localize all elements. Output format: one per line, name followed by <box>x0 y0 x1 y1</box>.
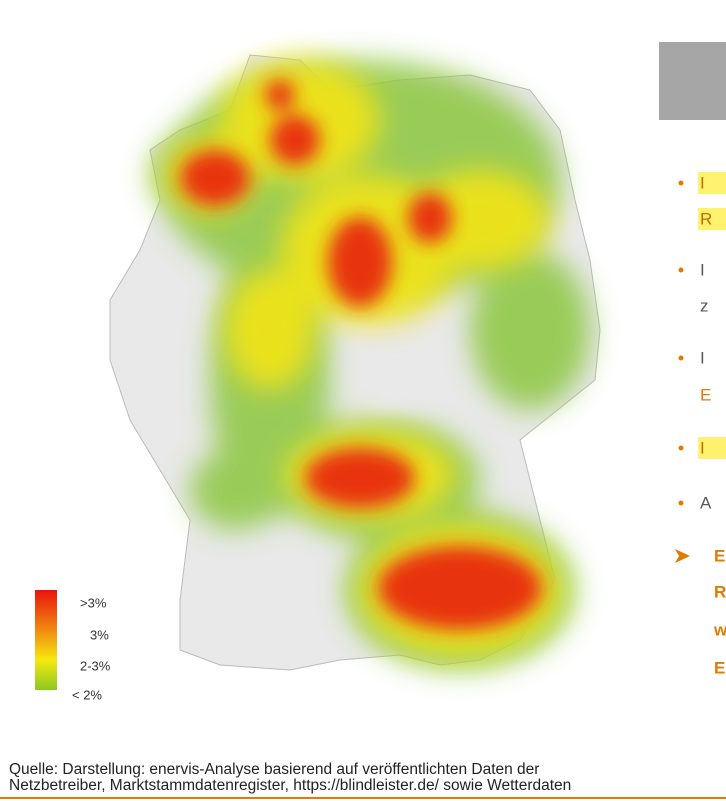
bullet-text: A <box>700 493 712 512</box>
bullet-text: I <box>700 438 705 457</box>
legend-label: < 2% <box>72 687 102 702</box>
conclusion-text: R <box>714 582 726 601</box>
bullet-text: E <box>700 385 711 404</box>
source-text: Netzbetreiber, Marktstammdatenregister, … <box>9 777 571 794</box>
heat-red <box>180 80 542 630</box>
bullet-text: R <box>700 209 712 228</box>
map <box>109 54 601 671</box>
bullet-text: I <box>700 348 705 367</box>
source-text: Quelle: Darstellung: enervis-Analyse bas… <box>9 761 539 778</box>
conclusion-text: E <box>714 658 725 677</box>
gap <box>370 335 440 405</box>
bullet-text: I <box>700 260 705 279</box>
legend-label: 2-3% <box>80 658 111 673</box>
legend-gradient <box>35 590 57 690</box>
bullet-text: I <box>700 173 705 192</box>
legend-label: 3% <box>90 627 109 642</box>
bullet-text: z <box>700 296 709 315</box>
legend-label: >3% <box>80 595 107 610</box>
conclusion-text: w <box>713 620 726 639</box>
bullets <box>675 172 726 563</box>
header-box <box>659 42 726 120</box>
conclusion-text: E <box>714 546 725 565</box>
